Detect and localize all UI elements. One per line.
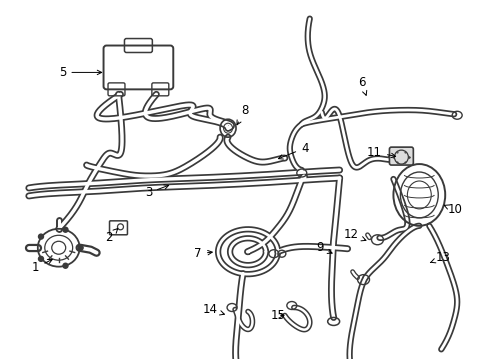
FancyBboxPatch shape xyxy=(388,147,412,165)
Text: 4: 4 xyxy=(278,141,308,159)
Text: 6: 6 xyxy=(357,76,366,95)
Circle shape xyxy=(78,245,83,250)
Text: 11: 11 xyxy=(366,145,395,159)
Text: 12: 12 xyxy=(344,228,365,241)
Text: 7: 7 xyxy=(194,247,212,260)
Text: 1: 1 xyxy=(32,260,52,274)
Text: 13: 13 xyxy=(429,251,450,264)
Circle shape xyxy=(39,256,43,261)
Text: 3: 3 xyxy=(144,185,168,199)
Circle shape xyxy=(63,227,68,232)
Text: 10: 10 xyxy=(443,203,462,216)
Text: 5: 5 xyxy=(59,66,102,79)
Circle shape xyxy=(63,263,68,268)
Text: 14: 14 xyxy=(202,303,224,316)
Text: 9: 9 xyxy=(315,241,331,254)
Circle shape xyxy=(39,234,43,239)
Text: 8: 8 xyxy=(236,104,248,125)
Text: 2: 2 xyxy=(104,229,118,244)
Text: 15: 15 xyxy=(270,309,285,322)
